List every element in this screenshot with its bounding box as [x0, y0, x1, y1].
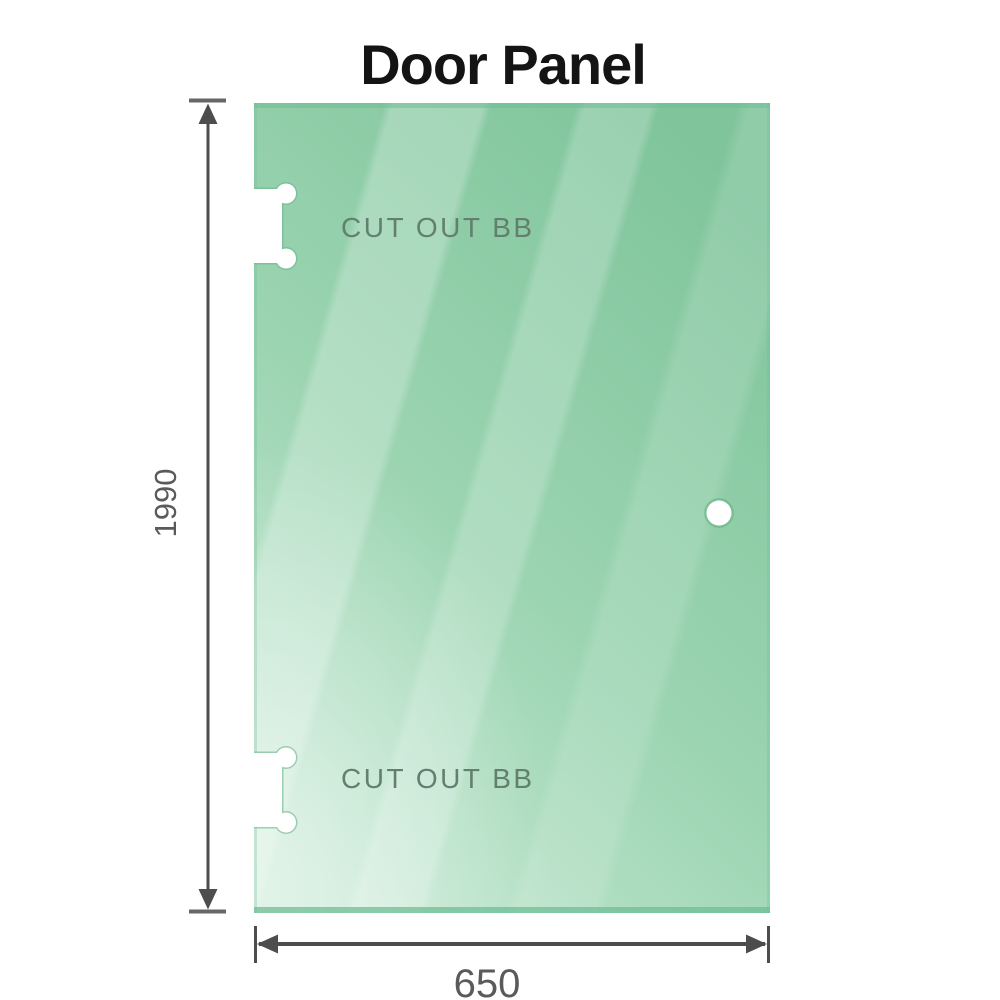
- cutout-bottom-label: CUT OUT BB: [341, 763, 535, 794]
- handle-hole: [704, 498, 734, 528]
- panel-left-edge: [254, 103, 257, 913]
- hinge-cutout-top: [246, 182, 298, 270]
- height-dimension: 1990: [148, 98, 226, 914]
- hinge-cutout-top-shape: [246, 183, 296, 269]
- panel-right-edge: [767, 103, 770, 913]
- panel-bottom-edge: [254, 907, 770, 913]
- hinge-cutout-bottom-shape: [246, 747, 296, 833]
- cutout-top-label: CUT OUT BB: [341, 212, 535, 243]
- glass-panel: [254, 103, 770, 913]
- handle-hole-opening: [706, 500, 732, 526]
- width-dim-arrow-left-icon: [257, 934, 278, 954]
- glass-corner-glow: [254, 103, 770, 913]
- hinge-cutout-bottom: [246, 746, 298, 834]
- width-dimension: 650: [254, 926, 770, 1000]
- width-dim-value: 650: [454, 962, 521, 1000]
- page-title: Door Panel: [360, 33, 646, 96]
- panel-top-edge: [254, 103, 770, 108]
- height-dim-value: 1990: [148, 469, 183, 538]
- width-dim-arrow-right-icon: [746, 934, 767, 954]
- height-dim-arrow-up-icon: [198, 103, 218, 124]
- height-dim-arrow-down-icon: [198, 889, 218, 910]
